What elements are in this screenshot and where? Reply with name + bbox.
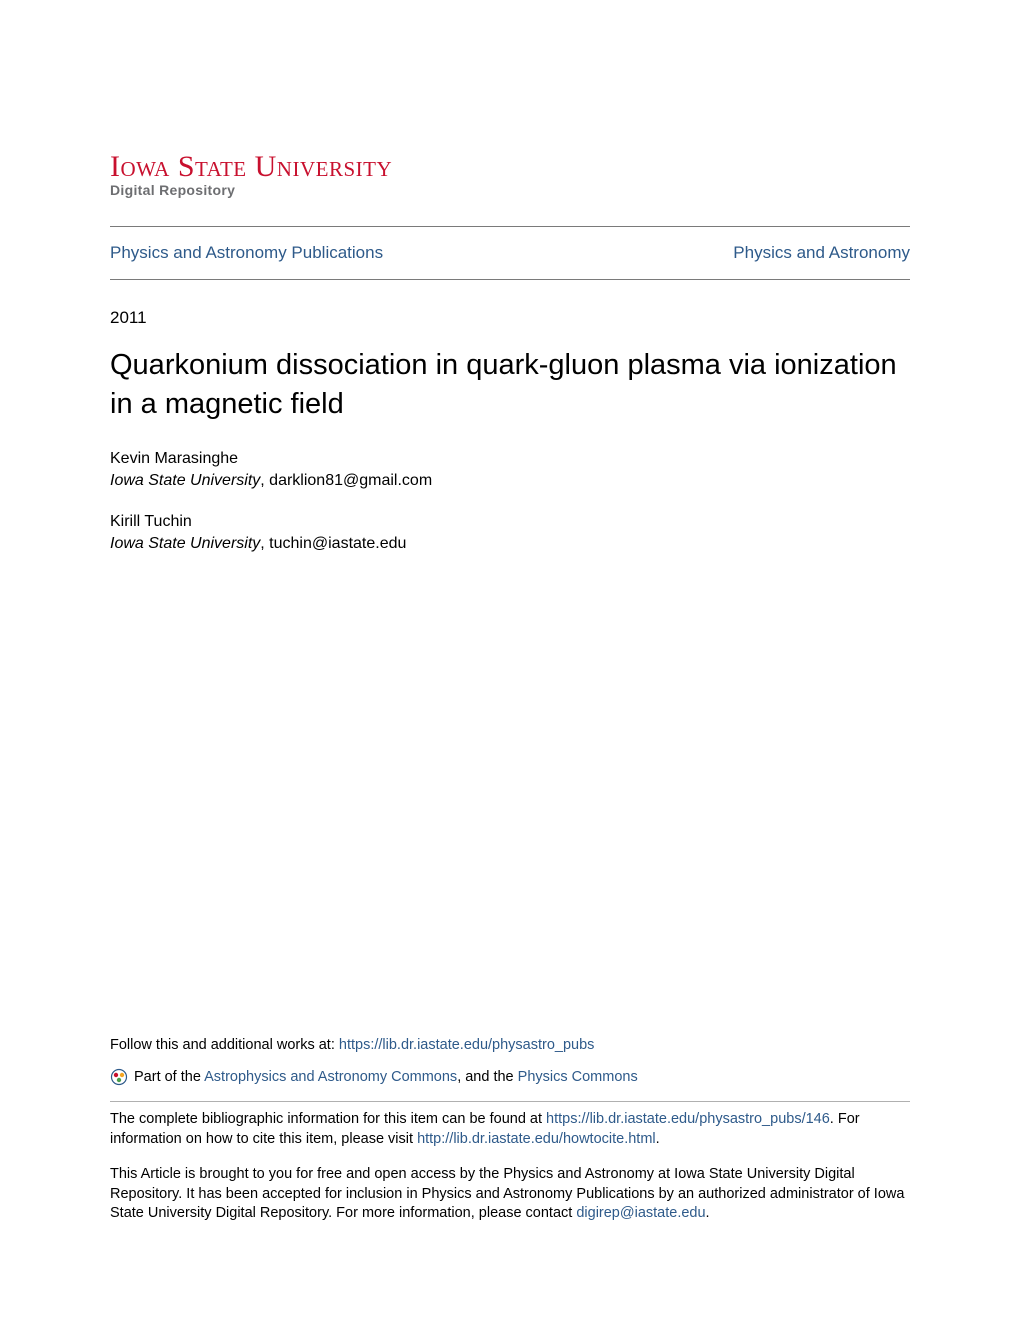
commons-link-2[interactable]: Physics Commons [518,1069,638,1085]
network-icon [110,1068,128,1086]
access-text: This Article is brought to you for free … [110,1166,904,1221]
biblio-link-2[interactable]: http://lib.dr.iastate.edu/howtocite.html [417,1131,656,1147]
breadcrumb-nav: Physics and Astronomy Publications Physi… [110,227,910,279]
divider-footer [110,1101,910,1102]
collection-link[interactable]: Physics and Astronomy Publications [110,243,383,263]
contact-email-link[interactable]: digirep@iastate.edu [576,1205,705,1221]
partof-text: Part of the Astrophysics and Astronomy C… [134,1068,638,1088]
repository-logo: Iowa State University Digital Repository [110,150,910,198]
repository-name: Digital Repository [110,182,910,198]
access-suffix: . [706,1205,710,1221]
follow-line: Follow this and additional works at: htt… [110,1036,910,1056]
paper-title: Quarkonium dissociation in quark-gluon p… [110,346,910,424]
follow-prefix: Follow this and additional works at: [110,1037,339,1053]
divider-nav [110,279,910,280]
partof-mid: , and the [457,1069,517,1085]
follow-link[interactable]: https://lib.dr.iastate.edu/physastro_pub… [339,1037,595,1053]
department-link[interactable]: Physics and Astronomy [733,243,910,263]
author-institution-1: Iowa State University [110,472,260,489]
partof-prefix: Part of the [134,1069,204,1085]
biblio-link-1[interactable]: https://lib.dr.iastate.edu/physastro_pub… [546,1111,830,1127]
author-email-2: , tuchin@iastate.edu [260,535,406,552]
author-block-2: Kirill Tuchin Iowa State University, tuc… [110,511,910,554]
author-name-1: Kevin Marasinghe [110,448,910,470]
author-affil-1: Iowa State University, darklion81@gmail.… [110,470,910,492]
access-statement: This Article is brought to you for free … [110,1165,910,1224]
author-institution-2: Iowa State University [110,535,260,552]
biblio-suffix: . [656,1131,660,1147]
footer-block: Follow this and additional works at: htt… [110,1036,910,1240]
biblio-prefix: The complete bibliographic information f… [110,1111,546,1127]
bibliographic-info: The complete bibliographic information f… [110,1110,910,1149]
commons-link-1[interactable]: Astrophysics and Astronomy Commons [204,1069,457,1085]
author-email-1: , darklion81@gmail.com [260,472,432,489]
institution-name: Iowa State University [110,150,910,184]
author-block-1: Kevin Marasinghe Iowa State University, … [110,448,910,491]
publication-year: 2011 [110,308,910,328]
partof-line: Part of the Astrophysics and Astronomy C… [110,1068,910,1088]
author-affil-2: Iowa State University, tuchin@iastate.ed… [110,533,910,555]
author-name-2: Kirill Tuchin [110,511,910,533]
